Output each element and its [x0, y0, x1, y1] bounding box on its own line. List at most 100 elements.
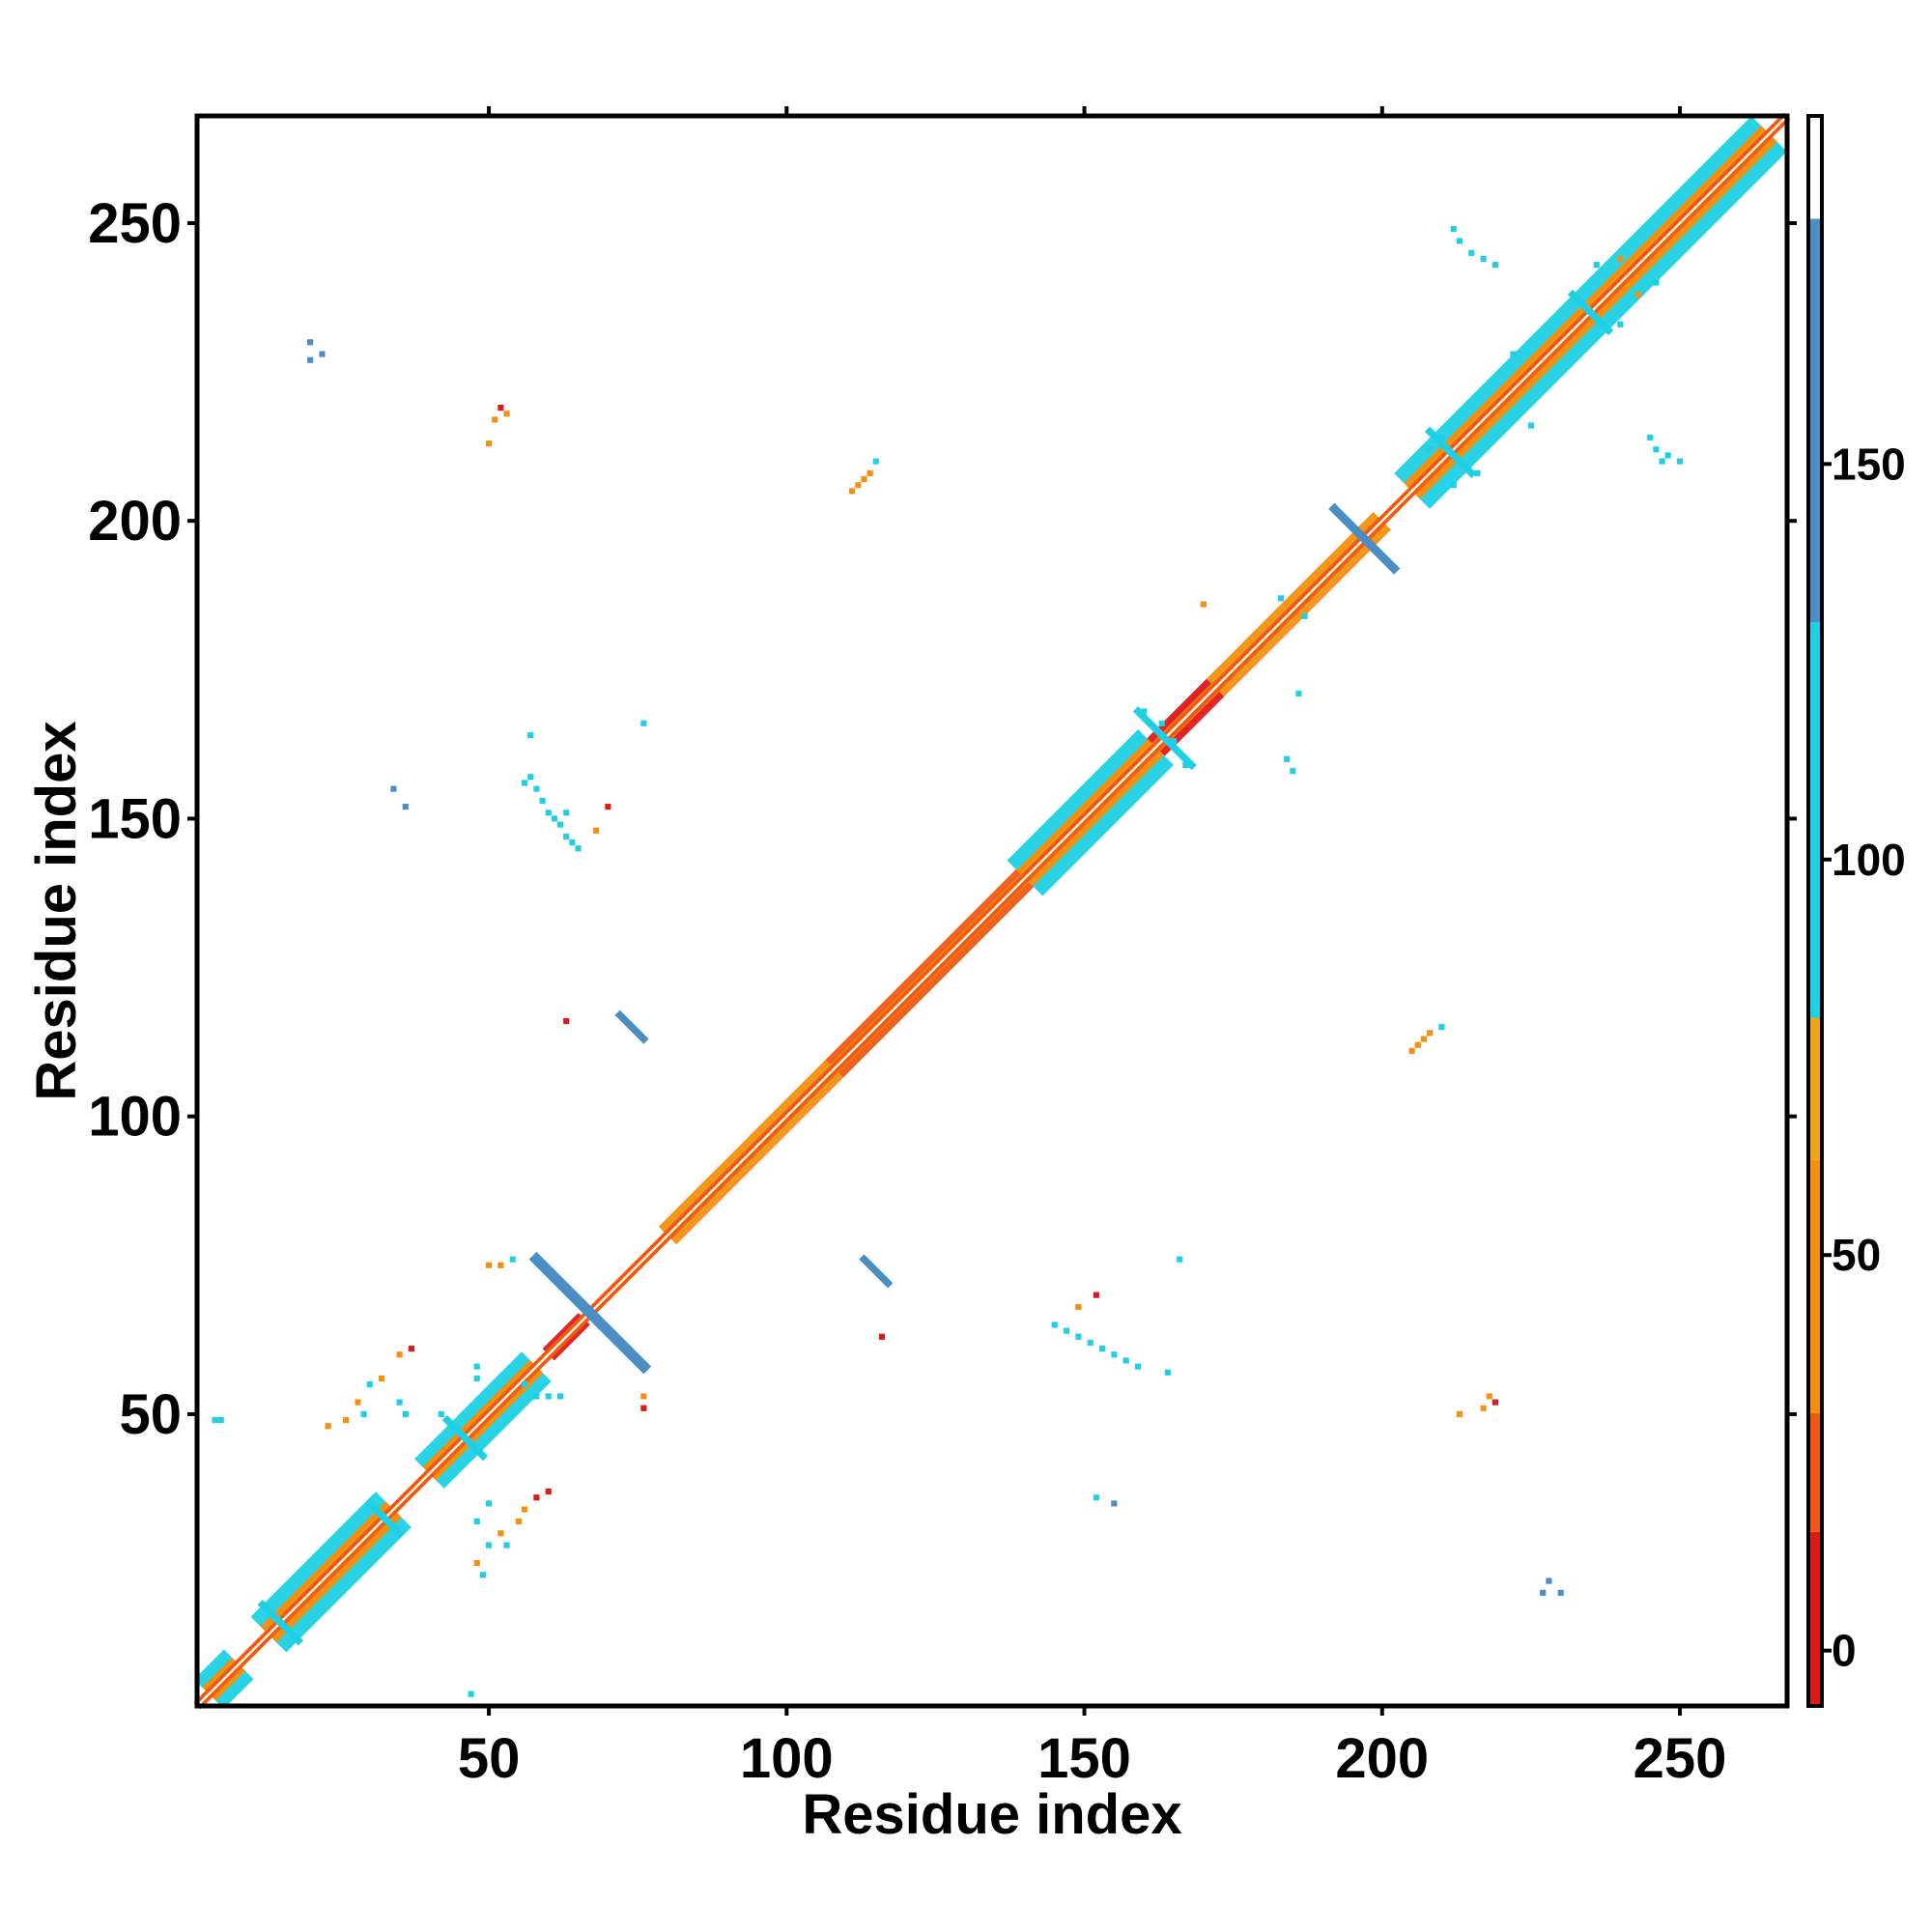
colorbar-segment [1808, 1159, 1822, 1414]
contact-cell [1450, 226, 1457, 233]
contact-cell [486, 1262, 493, 1268]
contact-cell [563, 833, 570, 840]
contact-cell [1420, 1036, 1428, 1042]
colorbar-segment [1808, 218, 1822, 623]
y-axis: 50 100 150 200 250 [88, 192, 197, 1446]
contact-cell [343, 1417, 350, 1424]
contact-cell [1617, 255, 1624, 263]
contact-cell [497, 1530, 504, 1537]
contact-cell [1593, 262, 1600, 269]
contact-cell [1427, 446, 1434, 453]
contact-cell [640, 1393, 647, 1400]
contact-cell [563, 810, 570, 816]
cross-strand-contact [257, 1599, 304, 1646]
contact-cell [503, 411, 510, 417]
x-axis: 50 100 150 200 250 [458, 1706, 1727, 1790]
contact-cell [509, 1256, 516, 1263]
contact-cell [1414, 1041, 1421, 1048]
contact-cell [867, 469, 873, 476]
contact-cell [640, 1405, 647, 1411]
contact-cell [1284, 755, 1291, 762]
contact-cell [1182, 761, 1189, 769]
contact-cell [497, 405, 504, 412]
contact-cell [849, 488, 856, 495]
contact-cell [1051, 1321, 1058, 1328]
contact-cell [1492, 262, 1498, 269]
plot-frame [194, 113, 1790, 1709]
cross-strand-contact [1567, 289, 1614, 336]
contact-cell [217, 1417, 224, 1424]
colorbar-segment [1808, 1413, 1822, 1532]
contact-cell [1634, 291, 1641, 298]
contact-cell [521, 1381, 528, 1388]
heatmap-cells [193, 112, 1791, 1710]
contact-cell [473, 1518, 480, 1524]
contact-cell [366, 1381, 373, 1388]
contact-cell [307, 356, 314, 363]
contact-cell [515, 1518, 522, 1524]
contact-cell [527, 732, 534, 739]
x-tick-label: 150 [1037, 1727, 1131, 1790]
contact-cell [360, 1410, 367, 1417]
contact-cell [1456, 238, 1463, 244]
contact-cell [468, 1690, 474, 1697]
contact-cell [438, 1410, 444, 1417]
contact-cell [402, 1410, 409, 1417]
contact-cell [1510, 351, 1517, 357]
contact-cell [379, 1375, 385, 1382]
contact-cell [1617, 321, 1624, 327]
contact-cell [575, 845, 582, 852]
contact-cell [545, 1393, 552, 1400]
x-tick-label: 100 [740, 1727, 834, 1790]
contact-cell [1134, 1363, 1142, 1370]
contact-cell [486, 440, 493, 447]
cross-strand-contact [859, 1254, 894, 1289]
colorbar-frame [1806, 114, 1824, 1708]
contact-cell [592, 827, 600, 834]
contact-cell [1093, 1292, 1099, 1298]
contact-cell [1653, 279, 1660, 286]
contact-cell [1546, 1577, 1552, 1584]
contact-cell [1456, 1410, 1463, 1417]
contact-cell [1111, 1500, 1118, 1507]
colorbar-segment [1808, 622, 1822, 1018]
contact-cell [1438, 1024, 1445, 1031]
contact-cell [1170, 738, 1178, 745]
colorbar-tick-label: 50 [1832, 1230, 1881, 1280]
x-tick-label: 200 [1335, 1727, 1429, 1790]
x-axis-title: Residue index [802, 1783, 1181, 1846]
diagonal-self-contact [196, 115, 1788, 1707]
contact-cell [569, 839, 576, 846]
contact-cell [533, 1494, 540, 1501]
contact-cell [325, 1423, 331, 1430]
y-tick-label: 150 [88, 787, 182, 850]
x-tick-label: 250 [1634, 1727, 1727, 1790]
contact-cell [1111, 1351, 1118, 1358]
contact-cell [878, 1333, 886, 1340]
contact-cell [1676, 458, 1684, 465]
colorbar-tick-label: 150 [1832, 439, 1906, 489]
cross-strand-contact [1328, 502, 1401, 575]
contact-cell [1075, 1303, 1082, 1311]
colorbar: 0 50 100 150 [1806, 114, 1906, 1708]
cross-strand-contact [364, 1498, 405, 1539]
y-axis-right [1787, 220, 1797, 1416]
contact-cell [396, 1399, 403, 1406]
y-tick-label: 100 [88, 1086, 182, 1149]
contact-cell [473, 1363, 480, 1370]
contact-cell [533, 1393, 540, 1400]
colorbar-tick-label: 0 [1832, 1626, 1857, 1676]
contact-cell [486, 1500, 493, 1507]
contact-cell [503, 1542, 510, 1548]
contact-cell [1647, 434, 1654, 440]
contact-cell [1087, 1339, 1094, 1347]
contact-cell [1290, 768, 1296, 775]
contact-cell [319, 351, 326, 357]
cross-strand-contact [1132, 706, 1197, 771]
contact-cell [539, 797, 546, 805]
contact-cell [1438, 434, 1445, 440]
contact-cell [861, 475, 867, 483]
contact-cell [1540, 1589, 1547, 1596]
contact-cell [1075, 1333, 1082, 1340]
